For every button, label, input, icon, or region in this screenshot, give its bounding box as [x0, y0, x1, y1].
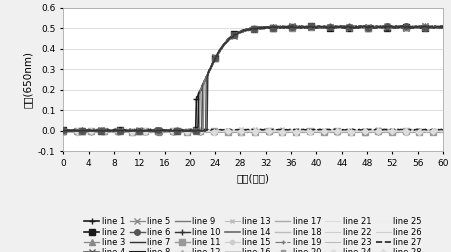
Legend: line 1, line 2, line 3, line 4, line 5, line 6, line 7, line 8, line 9, line 10,: line 1, line 2, line 3, line 4, line 5, … — [83, 216, 423, 252]
Y-axis label: 濁度(650nm): 濁度(650nm) — [23, 51, 32, 108]
X-axis label: 时间(分钟): 时间(分钟) — [236, 173, 269, 183]
